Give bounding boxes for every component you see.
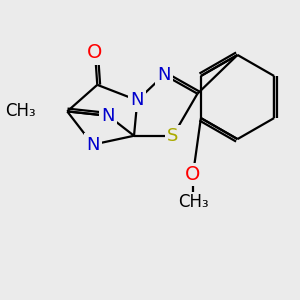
Text: S: S	[167, 127, 178, 145]
Text: CH₃: CH₃	[5, 102, 36, 120]
Text: CH₃: CH₃	[178, 193, 208, 211]
Text: O: O	[185, 165, 201, 184]
Text: N: N	[130, 91, 144, 109]
Text: N: N	[157, 66, 171, 84]
Text: N: N	[86, 136, 100, 154]
Text: N: N	[102, 107, 115, 125]
Text: O: O	[87, 43, 103, 62]
